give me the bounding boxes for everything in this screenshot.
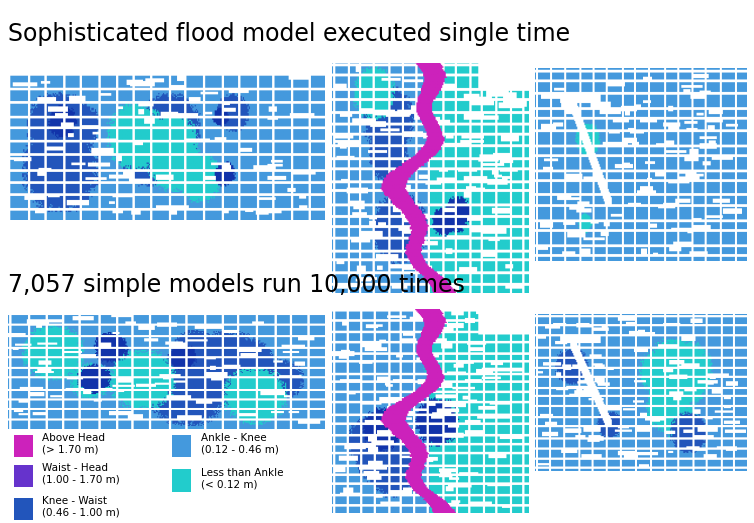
Text: Ankle - Knee
(0.12 - 0.46 m): Ankle - Knee (0.12 - 0.46 m)	[201, 433, 278, 454]
Text: Above Head
(> 1.70 m): Above Head (> 1.70 m)	[42, 433, 106, 454]
Bar	[14, 497, 33, 520]
Bar	[172, 435, 192, 457]
Bar	[14, 435, 33, 457]
Bar	[172, 469, 192, 492]
Text: Knee - Waist
(0.46 - 1.00 m): Knee - Waist (0.46 - 1.00 m)	[42, 496, 120, 518]
Text: Less than Ankle
(< 0.12 m): Less than Ankle (< 0.12 m)	[201, 468, 284, 490]
Text: 7,057 simple models run 10,000 times: 7,057 simple models run 10,000 times	[8, 273, 464, 297]
Text: Sophisticated flood model executed single time: Sophisticated flood model executed singl…	[8, 22, 570, 46]
Bar	[14, 464, 33, 487]
Text: Waist - Head
(1.00 - 1.70 m): Waist - Head (1.00 - 1.70 m)	[42, 463, 120, 485]
